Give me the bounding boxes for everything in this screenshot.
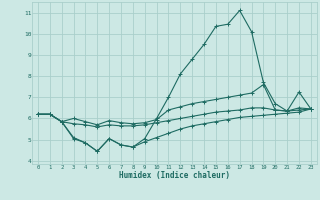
X-axis label: Humidex (Indice chaleur): Humidex (Indice chaleur) bbox=[119, 171, 230, 180]
